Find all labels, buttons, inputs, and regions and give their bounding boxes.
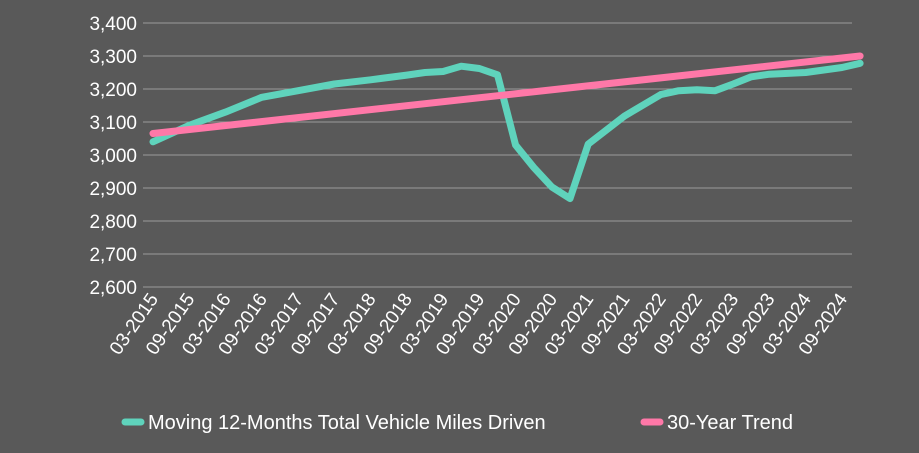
y-tick-label: 2,600 [89,278,137,299]
y-tick-label: 2,900 [89,179,137,200]
y-axis-ticks: 2,600 2,700 2,800 2,900 3,000 3,100 3,200 3,300… [89,14,137,299]
y-tick-label: 3,300 [89,47,137,68]
y-tick-label: 2,700 [89,245,137,266]
x-axis-ticks: 03-201509-201503-201609-201603-201709-20… [106,289,852,359]
series-line-vehicle-miles [149,59,864,203]
y-tick-label: 2,800 [89,212,137,233]
y-tick-label: 3,100 [89,113,137,134]
y-tick-label: 3,000 [89,146,137,167]
y-tick-label: 3,200 [89,80,137,101]
series-lines [149,52,864,203]
y-tick-label: 3,400 [89,14,137,35]
legend-label-trend: 30-Year Trend [667,412,793,434]
legend: Moving 12-Months Total Vehicle Miles Dri… [121,412,793,434]
series-line-trend [149,52,864,137]
legend-label-vehicle-miles: Moving 12-Months Total Vehicle Miles Dri… [148,412,546,434]
gridlines [143,22,852,288]
